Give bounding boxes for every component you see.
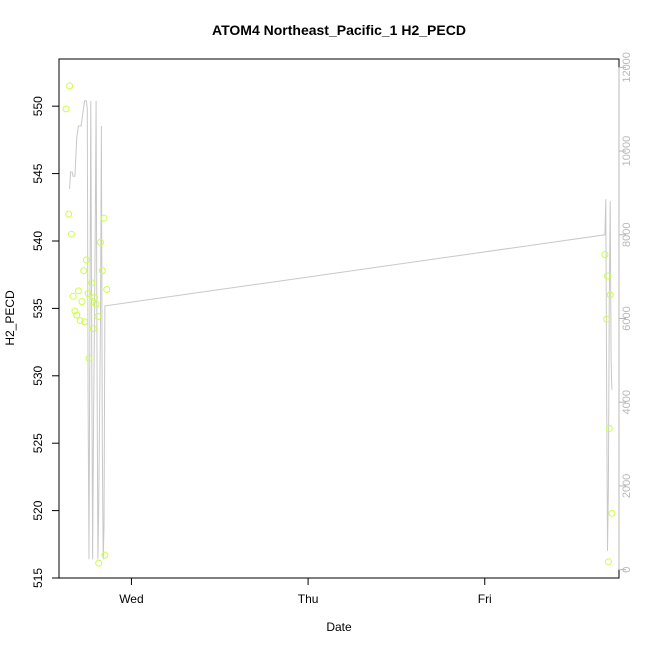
- right-tick-label-4000: 4000: [621, 390, 633, 414]
- data-point-0: [62, 105, 70, 113]
- left-tick-label-540: 540: [31, 231, 45, 251]
- data-point-23: [98, 267, 106, 275]
- y-axis-label: H2_PECD: [3, 290, 17, 346]
- right-tick-label-0: 0: [621, 567, 633, 573]
- series-line-0: [69, 100, 613, 560]
- bottom-tick-label-Fri: Fri: [478, 592, 492, 606]
- data-point-21: [95, 559, 103, 567]
- left-tick-label-525: 525: [31, 433, 45, 453]
- left-tick-label-520: 520: [31, 500, 45, 520]
- right-tick-label-2000: 2000: [621, 474, 633, 498]
- left-tick-label-535: 535: [31, 298, 45, 318]
- data-point-22: [97, 238, 104, 246]
- data-point-8: [76, 317, 84, 324]
- left-axis: 515 520 525 530 535 540 545 550: [31, 96, 60, 588]
- data-point-33: [608, 509, 616, 517]
- data-point-26: [103, 286, 111, 293]
- data-point-11: [81, 318, 89, 326]
- right-axis: 0 2000 4000 6000 8000 10000 12000: [618, 52, 633, 573]
- chart-title: ATOM4 Northeast_Pacific_1 H2_PECD: [212, 22, 466, 38]
- data-point-7: [74, 287, 82, 295]
- data-point-15: [88, 279, 96, 287]
- data-point-19: [92, 300, 100, 308]
- data-point-17: [89, 325, 97, 333]
- points-layer: [62, 82, 616, 567]
- right-tick-label-6000: 6000: [621, 306, 633, 330]
- data-point-12: [82, 256, 90, 264]
- bottom-tick-label-Thu: Thu: [298, 592, 319, 606]
- data-point-31: [605, 424, 613, 432]
- data-point-30: [604, 558, 612, 566]
- right-tick-label-12000: 12000: [621, 52, 633, 83]
- data-point-13: [84, 290, 92, 298]
- left-tick-label-515: 515: [31, 568, 45, 588]
- line-layer: [69, 100, 613, 560]
- left-tick-label-530: 530: [31, 365, 45, 385]
- data-point-25: [101, 551, 109, 559]
- bottom-tick-label-Wed: Wed: [119, 592, 143, 606]
- data-point-27: [601, 251, 609, 258]
- left-tick-label-545: 545: [31, 163, 45, 183]
- data-point-1: [66, 82, 74, 90]
- data-point-3: [67, 230, 75, 238]
- data-point-18: [90, 294, 98, 302]
- data-point-24: [100, 214, 108, 222]
- data-point-14: [85, 354, 93, 362]
- data-point-29: [604, 272, 611, 280]
- data-point-32: [606, 291, 614, 299]
- data-point-28: [603, 315, 611, 323]
- data-point-2: [65, 210, 73, 218]
- data-point-4: [69, 292, 77, 300]
- x-axis-label: Date: [326, 620, 352, 634]
- data-point-20: [94, 313, 102, 320]
- data-point-9: [78, 298, 86, 306]
- data-point-10: [80, 267, 88, 275]
- bottom-axis: Wed Thu Fri: [119, 577, 492, 606]
- plot-frame: [58, 58, 620, 579]
- left-tick-label-550: 550: [31, 96, 45, 116]
- data-point-5: [71, 307, 79, 315]
- right-tick-label-10000: 10000: [621, 136, 633, 167]
- right-tick-label-8000: 8000: [621, 223, 633, 247]
- data-point-6: [73, 311, 81, 319]
